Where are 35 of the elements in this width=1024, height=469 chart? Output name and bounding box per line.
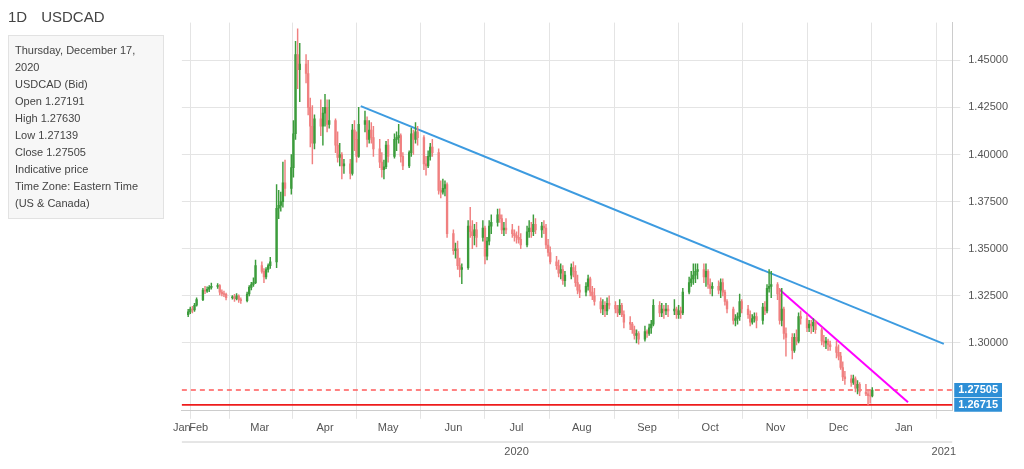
x-tick-label: Sep — [637, 421, 657, 434]
x-tick-label: Jan — [172, 421, 191, 434]
x-tick-label: Mar — [250, 421, 270, 434]
x-tick-label: May — [377, 421, 400, 434]
y-tick-label: 1.42500 — [968, 100, 1008, 113]
y-tick-label: 1.40000 — [968, 147, 1008, 160]
x-tick-label: Jan — [894, 421, 913, 434]
text: Indicative price — [15, 162, 90, 177]
x2-tick-label: 2020 — [504, 444, 529, 457]
text: Thursday, December 17, 2020 — [15, 43, 137, 75]
x-tick-label: Jun — [444, 421, 463, 434]
x-tick-label: Apr — [316, 421, 334, 434]
y-tick-label: 1.45000 — [968, 53, 1008, 66]
x2-tick-label: 2021 — [931, 444, 957, 457]
x-tick-label: Oct — [701, 421, 719, 434]
x-tick-label: Aug — [572, 421, 592, 434]
text: USDCAD (Bid) — [15, 77, 89, 92]
text: Time Zone: Eastern Time (US & Canada) — [15, 179, 140, 211]
x-tick-label: Dec — [828, 421, 849, 434]
text: 1D — [8, 8, 28, 25]
text: Open 1.27191 — [15, 94, 86, 109]
candlestick — [216, 283, 219, 289]
y-tick-label: 1.32500 — [968, 288, 1008, 301]
y-tick-label: 1.30000 — [968, 335, 1008, 348]
y-tick-label: 1.37500 — [968, 194, 1008, 207]
text: Low 1.27139 — [15, 128, 79, 143]
y-tick-label: 1.35000 — [968, 241, 1008, 254]
ref-line-label: 1.27505 — [958, 383, 998, 396]
ref-line-label: 1.26715 — [958, 397, 998, 410]
x-tick-label: Jul — [509, 421, 524, 434]
x-tick-label: Feb — [189, 421, 209, 434]
text: High 1.27630 — [15, 111, 82, 126]
text: Close 1.27505 — [15, 145, 87, 160]
x-tick-label: Nov — [765, 421, 786, 434]
chart-title: USDCAD — [41, 8, 105, 25]
